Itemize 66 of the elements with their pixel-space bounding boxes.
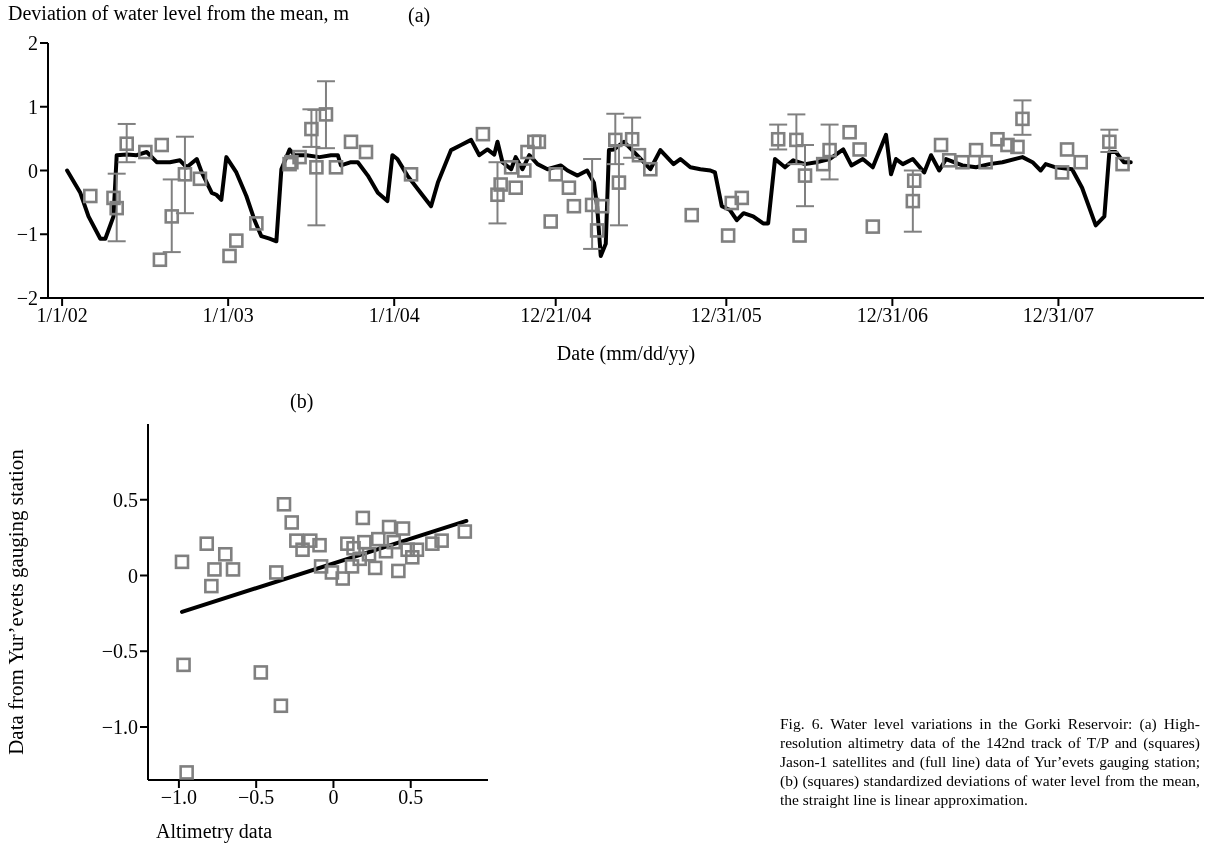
point xyxy=(355,510,371,526)
point xyxy=(273,698,289,714)
point xyxy=(425,536,440,551)
point xyxy=(457,524,473,539)
x-tick-label: 12/31/07 xyxy=(1022,304,1094,327)
y-tick-label: −0.5 xyxy=(101,640,138,663)
point xyxy=(284,515,300,530)
point xyxy=(199,536,215,551)
point xyxy=(381,519,397,535)
x-axis-title: Date (mm/dd/yy) xyxy=(556,342,696,365)
point xyxy=(340,536,355,551)
point xyxy=(312,537,327,553)
point xyxy=(276,496,292,512)
point xyxy=(289,533,304,548)
point xyxy=(346,540,361,556)
point xyxy=(378,543,394,559)
y-tick-label: −1.0 xyxy=(101,716,138,739)
point xyxy=(367,560,383,576)
point xyxy=(176,657,191,673)
x-tick-label: 12/21/04 xyxy=(520,304,592,327)
point xyxy=(295,542,310,558)
point xyxy=(404,550,420,565)
chart-title: (b) xyxy=(290,390,314,413)
point xyxy=(253,665,269,680)
chart-title: (a) xyxy=(408,4,431,27)
y-tick-label: −1 xyxy=(16,223,38,246)
y-tick-label: 2 xyxy=(28,32,38,55)
caption: Fig. 6. Water level variations in the Gorki Reservoir: (a) High-resolution altimetry data of the 142nd track of T/P and (squares) Jason-1 satellites and (full line) data of Yur’evets gauging station; (b) (squares) standardized deviations of water level from the mean, the straight line is linear approximation. xyxy=(780,714,1200,809)
point xyxy=(352,551,368,567)
x-tick-label: 1/1/02 xyxy=(36,304,88,327)
point xyxy=(207,562,222,577)
point xyxy=(386,534,402,550)
x-tick-label: 0 xyxy=(328,786,339,809)
point xyxy=(335,571,351,586)
point xyxy=(434,533,449,548)
y-tick-label: 1 xyxy=(28,95,38,118)
y-tick-label: 0 xyxy=(128,564,138,587)
point xyxy=(179,765,194,780)
point xyxy=(268,565,284,580)
point xyxy=(225,562,241,577)
x-tick-label: 1/1/04 xyxy=(368,304,420,327)
point xyxy=(313,559,329,574)
point xyxy=(409,542,425,558)
point xyxy=(357,534,372,550)
y-axis-title: Deviation of water level from the mean, m xyxy=(8,2,349,25)
x-tick-label: 0.5 xyxy=(398,786,424,809)
y-axis-title: Data from Yur’evets gauging station xyxy=(4,448,29,755)
point xyxy=(391,563,406,579)
point xyxy=(302,533,318,548)
point xyxy=(395,521,411,536)
point xyxy=(217,546,233,562)
x-tick-label: 1/1/03 xyxy=(202,304,254,327)
y-tick-label: 0.5 xyxy=(113,488,138,511)
point xyxy=(361,546,377,562)
x-tick-label: −1.0 xyxy=(160,786,198,809)
x-tick-label: −0.5 xyxy=(238,786,275,809)
y-tick-label: 0 xyxy=(28,159,38,182)
point xyxy=(174,554,190,570)
x-tick-label: 12/31/05 xyxy=(690,304,762,327)
point xyxy=(344,559,360,574)
y-tick-label: −2 xyxy=(16,287,38,310)
x-axis-title: Altimetry data xyxy=(156,820,273,843)
point xyxy=(370,531,386,547)
point xyxy=(324,565,340,580)
point xyxy=(204,578,219,594)
x-tick-label: 12/31/06 xyxy=(856,304,928,327)
